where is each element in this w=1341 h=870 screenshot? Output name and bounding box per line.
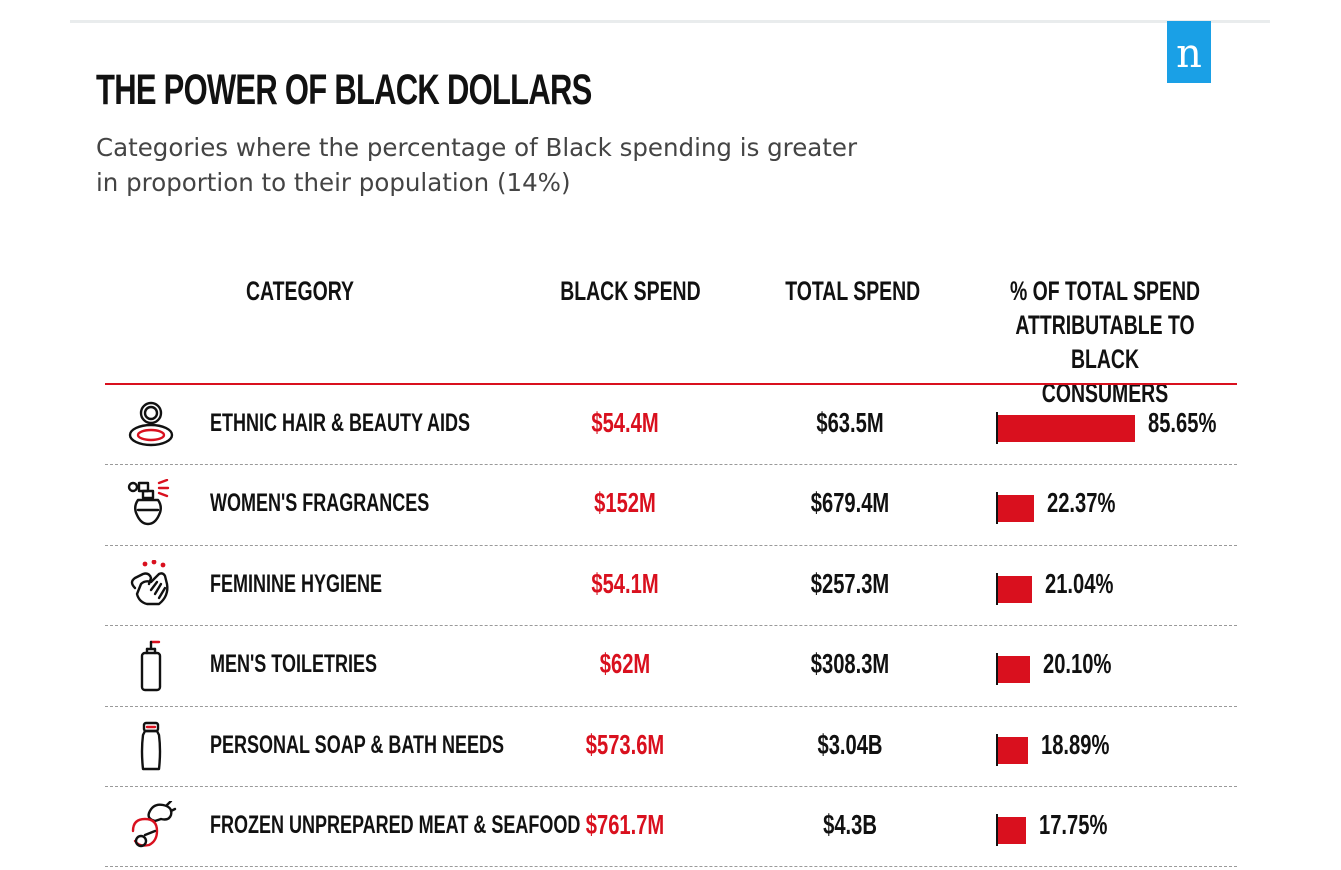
table-row: FEMININE HYGIENE $54.1M $257.3M 21.04% (105, 546, 1237, 627)
pct-value-label: 17.75% (1039, 808, 1108, 840)
total-spend-value: $308.3M (810, 648, 890, 680)
table-row: ETHNIC HAIR & BEAUTY AIDS $54.4M $63.5M 85.… (105, 385, 1237, 466)
bar-axis (996, 412, 998, 444)
black-spend-value: $573.6M (585, 728, 665, 760)
pct-value-label: 22.37% (1047, 487, 1116, 519)
pct-value-label: 20.10% (1043, 648, 1112, 680)
data-rows: ETHNIC HAIR & BEAUTY AIDS $54.4M $63.5M 85.… (105, 385, 1237, 868)
total-spend-value: $257.3M (810, 567, 890, 599)
brand-logo: n (1167, 21, 1211, 83)
hands-washing-icon (125, 559, 177, 612)
total-spend-value: $3.04B (817, 728, 883, 760)
perfume-bottle-icon (125, 479, 177, 531)
black-spend-value: $54.4M (591, 407, 659, 438)
pct-value-label: 85.65% (1148, 407, 1217, 438)
pct-bar (998, 415, 1135, 442)
table-row: PERSONAL SOAP & BATH NEEDS $573.6M $3.04B 1… (105, 707, 1237, 787)
category-label: WOMEN'S FRAGRANCES (210, 489, 430, 518)
pct-bar (998, 495, 1034, 523)
category-label: FEMININE HYGIENE (210, 569, 383, 598)
category-label: ETHNIC HAIR & BEAUTY AIDS (210, 409, 471, 437)
page-title: THE POWER OF BLACK DOLLARS (96, 66, 592, 114)
pump-bottle-icon (125, 640, 177, 692)
bar-axis (996, 653, 998, 686)
bar-axis (996, 492, 998, 525)
table-row: FROZEN UNPREPARED MEAT & SEAFOOD $761.7M $… (105, 787, 1237, 868)
category-label: MEN'S TOILETRIES (210, 650, 377, 679)
pct-value-label: 21.04% (1045, 567, 1114, 599)
black-spend-value: $62M (599, 648, 651, 680)
black-spend-value: $761.7M (585, 808, 665, 840)
black-spend-value: $152M (594, 487, 656, 519)
bar-axis (996, 572, 998, 605)
header-rule (105, 383, 1237, 385)
total-spend-value: $679.4M (810, 487, 890, 519)
bar-axis (996, 813, 998, 846)
total-spend-value: $63.5M (816, 407, 884, 438)
header-total-spend: TOTAL SPEND (785, 276, 921, 306)
bar-axis (996, 733, 998, 766)
meat-fish-icon (125, 799, 177, 853)
pct-bar (998, 575, 1032, 603)
pct-bar (998, 736, 1028, 764)
compact-mirror-icon (125, 399, 177, 451)
lotion-bottle-icon (125, 721, 177, 773)
table-row: MEN'S TOILETRIES $62M $308.3M 20.10% (105, 626, 1237, 707)
top-divider (70, 20, 1270, 23)
pct-bar (998, 656, 1030, 684)
page-subtitle: Categories where the percentage of Black… (96, 133, 858, 197)
pct-value-label: 18.89% (1041, 728, 1110, 760)
black-spend-value: $54.1M (591, 567, 659, 599)
category-label: PERSONAL SOAP & BATH NEEDS (210, 730, 505, 759)
pct-bar (998, 816, 1026, 844)
total-spend-value: $4.3B (823, 808, 877, 840)
header-black-spend: BLACK SPEND (560, 276, 701, 306)
header-category: CATEGORY (245, 276, 354, 306)
table-row: WOMEN'S FRAGRANCES $152M $679.4M 22.37% (105, 465, 1237, 546)
category-label: FROZEN UNPREPARED MEAT & SEAFOOD (210, 810, 581, 839)
